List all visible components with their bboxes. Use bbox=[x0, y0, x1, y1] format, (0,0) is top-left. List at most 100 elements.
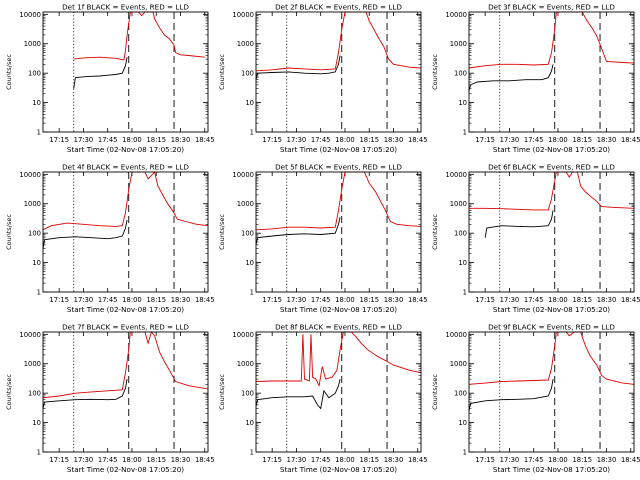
x-tick-label: 18:30 bbox=[171, 296, 191, 304]
y-tick-label: 100 bbox=[28, 70, 41, 78]
y-tick-label: 10000 bbox=[232, 11, 254, 19]
y-tick-label: 10 bbox=[32, 419, 41, 427]
chart-title: Det 8f BLACK = Events, RED = LLD bbox=[275, 323, 402, 332]
series-line-events bbox=[468, 64, 554, 92]
y-tick-label: 10 bbox=[245, 259, 254, 267]
y-tick-label: 1 bbox=[463, 449, 467, 457]
y-tick-label: 1 bbox=[37, 449, 41, 457]
x-tick-label: 17:30 bbox=[287, 456, 307, 464]
x-tick-label: 17:45 bbox=[311, 136, 331, 144]
y-tick-label: 1000 bbox=[450, 200, 467, 208]
x-tick-label: 17:45 bbox=[98, 136, 118, 144]
x-tick-label: 18:45 bbox=[621, 456, 640, 464]
y-tick-label: 1 bbox=[463, 289, 467, 297]
chart-panel: Det 9f BLACK = Events, RED = LLD Counts/s… bbox=[431, 323, 640, 475]
x-tick-label: 18:00 bbox=[335, 296, 355, 304]
y-tick-label: 1000 bbox=[450, 360, 467, 368]
y-tick-label: 10000 bbox=[232, 331, 254, 339]
series-line-events bbox=[255, 55, 341, 80]
x-tick-label: 17:45 bbox=[98, 296, 118, 304]
x-tick-label: 18:00 bbox=[122, 136, 142, 144]
y-axis-label: Counts/sec bbox=[431, 214, 439, 250]
x-axis-label: Start Time (02-Nov-08 17:05:20) bbox=[280, 305, 397, 314]
x-tick-label: 18:15 bbox=[572, 456, 592, 464]
plot-frame bbox=[42, 171, 209, 293]
x-axis-label: Start Time (02-Nov-08 17:05:20) bbox=[67, 145, 184, 154]
y-tick-label: 10 bbox=[458, 259, 467, 267]
y-tick-label: 1 bbox=[250, 289, 254, 297]
x-tick-label: 18:00 bbox=[122, 456, 142, 464]
x-tick-label: 18:15 bbox=[359, 136, 379, 144]
chart-title: Det 7f BLACK = Events, RED = LLD bbox=[62, 323, 189, 332]
series-line-events bbox=[255, 217, 341, 245]
y-tick-label: 1000 bbox=[237, 200, 254, 208]
x-tick-label: 18:45 bbox=[621, 136, 640, 144]
x-tick-label: 18:15 bbox=[146, 456, 166, 464]
x-tick-label: 17:15 bbox=[49, 456, 69, 464]
x-tick-label: 17:15 bbox=[262, 136, 282, 144]
x-tick-label: 18:00 bbox=[335, 456, 355, 464]
y-tick-label: 10000 bbox=[19, 331, 41, 339]
y-tick-label: 100 bbox=[241, 230, 254, 238]
y-tick-label: 1000 bbox=[24, 40, 41, 48]
y-tick-label: 100 bbox=[454, 390, 467, 398]
chart-panel: Det 4f BLACK = Events, RED = LLD Counts/s… bbox=[5, 163, 215, 315]
x-tick-label: 17:30 bbox=[500, 296, 520, 304]
x-tick-label: 17:45 bbox=[311, 456, 331, 464]
x-tick-label: 17:30 bbox=[74, 456, 94, 464]
x-tick-label: 18:30 bbox=[597, 136, 617, 144]
chart-title: Det 4f BLACK = Events, RED = LLD bbox=[62, 163, 189, 172]
x-tick-label: 17:15 bbox=[475, 456, 495, 464]
y-axis-label: Counts/sec bbox=[431, 374, 439, 410]
y-axis-label: Counts/sec bbox=[218, 214, 226, 250]
y-tick-label: 10 bbox=[245, 99, 254, 107]
y-tick-label: 100 bbox=[241, 70, 254, 78]
x-tick-label: 17:15 bbox=[262, 296, 282, 304]
y-axis-label: Counts/sec bbox=[218, 374, 226, 410]
chart-panel: Det 2f BLACK = Events, RED = LLD Counts/s… bbox=[218, 3, 428, 155]
x-tick-label: 17:15 bbox=[49, 296, 69, 304]
y-tick-label: 1 bbox=[250, 449, 254, 457]
x-axis-label: Start Time (02-Nov-08 17:05:20) bbox=[493, 305, 610, 314]
x-tick-label: 18:30 bbox=[384, 456, 404, 464]
y-tick-label: 10000 bbox=[232, 171, 254, 179]
x-tick-label: 18:30 bbox=[171, 456, 191, 464]
y-tick-label: 1 bbox=[37, 129, 41, 137]
series-line-events bbox=[73, 57, 128, 89]
y-tick-label: 100 bbox=[454, 230, 467, 238]
x-tick-label: 18:30 bbox=[597, 296, 617, 304]
x-tick-label: 17:15 bbox=[475, 296, 495, 304]
x-tick-label: 17:15 bbox=[475, 136, 495, 144]
y-tick-label: 1000 bbox=[237, 40, 254, 48]
plot-frame bbox=[468, 11, 635, 133]
x-tick-label: 18:30 bbox=[597, 456, 617, 464]
x-tick-label: 18:15 bbox=[146, 296, 166, 304]
y-tick-label: 10000 bbox=[445, 331, 467, 339]
y-axis-label: Counts/sec bbox=[218, 54, 226, 90]
chart-title: Det 3f BLACK = Events, RED = LLD bbox=[488, 3, 615, 12]
chart-panel: Det 3f BLACK = Events, RED = LLD Counts/s… bbox=[431, 3, 640, 155]
y-tick-label: 1000 bbox=[24, 360, 41, 368]
y-tick-label: 10000 bbox=[445, 11, 467, 19]
series-line-lld bbox=[73, 11, 205, 61]
chart-panel: Det 8f BLACK = Events, RED = LLD Counts/s… bbox=[218, 323, 428, 475]
x-axis-label: Start Time (02-Nov-08 17:05:20) bbox=[493, 465, 610, 474]
x-axis-label: Start Time (02-Nov-08 17:05:20) bbox=[67, 305, 184, 314]
y-tick-label: 10000 bbox=[19, 171, 41, 179]
y-tick-label: 10 bbox=[32, 259, 41, 267]
x-tick-label: 18:15 bbox=[572, 296, 592, 304]
series-line-lld bbox=[255, 331, 422, 388]
x-tick-label: 17:30 bbox=[74, 296, 94, 304]
series-line-events bbox=[42, 379, 128, 409]
chart-title: Det 2f BLACK = Events, RED = LLD bbox=[275, 3, 402, 12]
y-axis-label: Counts/sec bbox=[431, 54, 439, 90]
y-tick-label: 10000 bbox=[19, 11, 41, 19]
x-tick-label: 17:45 bbox=[98, 456, 118, 464]
series-line-events bbox=[255, 378, 341, 410]
series-line-events bbox=[484, 210, 554, 238]
y-tick-label: 1000 bbox=[237, 360, 254, 368]
x-tick-label: 18:15 bbox=[572, 136, 592, 144]
x-tick-label: 18:15 bbox=[146, 136, 166, 144]
x-tick-label: 17:30 bbox=[500, 456, 520, 464]
x-tick-label: 17:30 bbox=[287, 296, 307, 304]
